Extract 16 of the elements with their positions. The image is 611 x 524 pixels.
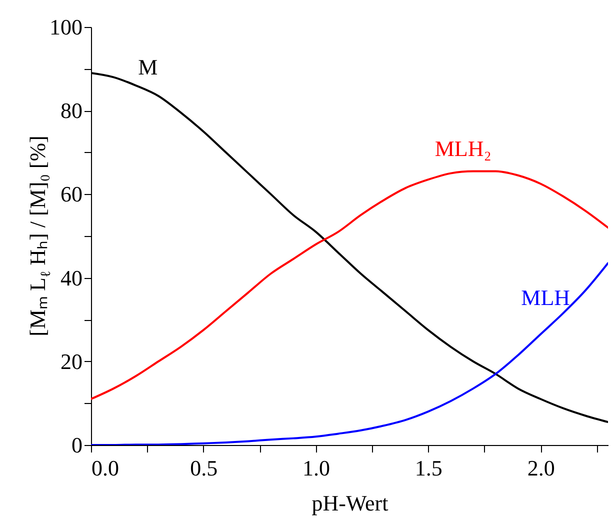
series-label: M <box>138 54 158 80</box>
y-tick-label: 20 <box>60 348 82 374</box>
y-tick-label: 80 <box>60 98 82 124</box>
x-tick-label: 1.5 <box>414 456 442 480</box>
x-tick-label: 2.0 <box>527 456 555 480</box>
x-tick-label: 0.5 <box>190 456 218 480</box>
line-series <box>91 170 608 400</box>
series-label: MLH <box>521 285 570 310</box>
y-tick-label: 60 <box>60 182 82 207</box>
y-tick-label: 100 <box>50 14 82 40</box>
series-label: MLH₂ <box>434 136 492 162</box>
x-tick-label: 0.0 <box>92 456 119 480</box>
x-tick-label: 1.0 <box>302 456 330 480</box>
y-tick-label: 0 <box>72 432 82 458</box>
x-axis-title: pH-Wert <box>312 490 388 516</box>
y-tick-label: 40 <box>60 265 82 290</box>
